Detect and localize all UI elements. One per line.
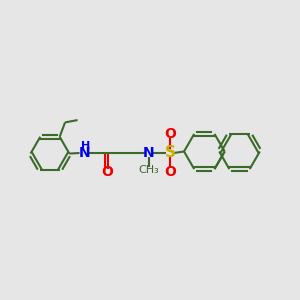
- Text: O: O: [101, 164, 112, 178]
- Text: O: O: [164, 164, 176, 178]
- Text: N: N: [79, 146, 90, 160]
- Text: O: O: [164, 128, 176, 142]
- Text: H: H: [81, 140, 90, 151]
- Text: S: S: [164, 146, 175, 160]
- Text: N: N: [143, 146, 154, 160]
- Text: CH₃: CH₃: [138, 165, 159, 175]
